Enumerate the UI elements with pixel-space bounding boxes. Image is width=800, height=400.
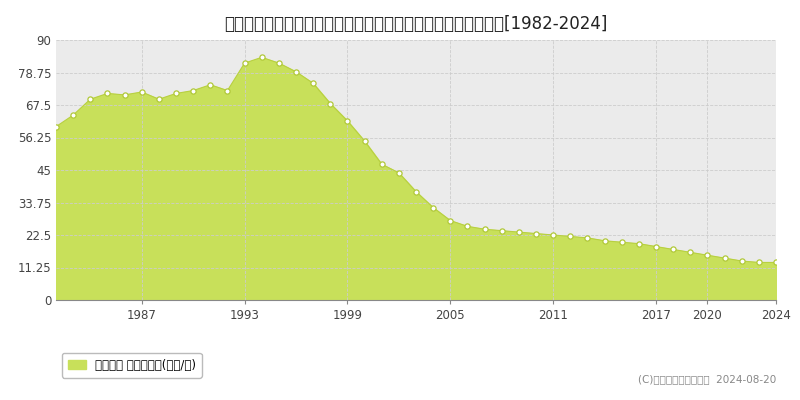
Point: [426, 204, 439, 211]
Point: [478, 226, 491, 232]
Point: [306, 80, 319, 86]
Point: [186, 87, 199, 94]
Text: (C)土地価格ドットコム  2024-08-20: (C)土地価格ドットコム 2024-08-20: [638, 374, 776, 384]
Point: [204, 82, 217, 88]
Point: [341, 118, 354, 124]
Point: [273, 60, 286, 66]
Point: [461, 223, 474, 230]
Point: [753, 259, 766, 266]
Point: [666, 246, 679, 253]
Point: [118, 92, 131, 98]
Point: [650, 243, 662, 250]
Point: [101, 90, 114, 97]
Legend: 地価公示 平均坊単価(万円/坊): 地価公示 平均坊単価(万円/坊): [62, 353, 202, 378]
Point: [581, 235, 594, 241]
Point: [513, 229, 526, 235]
Point: [530, 230, 542, 237]
Point: [546, 232, 559, 238]
Point: [170, 90, 182, 97]
Title: 兵庫県相生市旭４丁目１３６４番２２外　地価公示　地価推移[1982-2024]: 兵庫県相生市旭４丁目１３６４番２２外 地価公示 地価推移[1982-2024]: [224, 15, 608, 33]
Point: [375, 161, 388, 168]
Point: [718, 255, 731, 261]
Point: [410, 188, 422, 195]
Point: [701, 252, 714, 258]
Point: [684, 249, 697, 256]
Point: [444, 217, 457, 224]
Point: [770, 259, 782, 266]
Point: [135, 89, 148, 95]
Point: [290, 68, 302, 75]
Point: [84, 96, 97, 102]
Point: [50, 124, 62, 130]
Point: [153, 96, 166, 102]
Point: [615, 239, 628, 246]
Point: [66, 112, 79, 118]
Point: [598, 238, 611, 244]
Point: [564, 233, 577, 240]
Point: [324, 100, 337, 107]
Point: [495, 228, 508, 234]
Point: [358, 138, 371, 144]
Point: [735, 258, 748, 264]
Point: [633, 240, 646, 247]
Point: [255, 54, 268, 60]
Point: [393, 170, 406, 176]
Point: [221, 87, 234, 94]
Point: [238, 60, 251, 66]
